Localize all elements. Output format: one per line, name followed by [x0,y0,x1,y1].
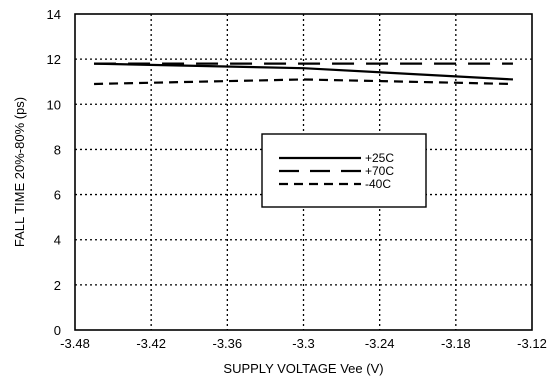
y-tick-label: 0 [54,323,61,338]
data-lines [94,62,514,86]
legend-label: +70C [365,164,394,178]
x-tick-label: -3.48 [60,336,90,351]
y-tick-label: 14 [47,7,61,22]
x-tick-label: -3.36 [213,336,243,351]
y-tick-label: 12 [47,52,61,67]
plot-frame [74,13,533,331]
x-tick-label: -3.3 [292,336,314,351]
x-tick-label: -3.12 [517,336,547,351]
x-tick-labels: -3.48 -3.42 -3.36 -3.3 -3.24 -3.18 -3.12 [60,336,547,351]
legend-label: +25C [365,151,394,165]
y-tick-label: 4 [54,233,61,248]
series-line-+25C [94,62,514,81]
x-tick-label: -3.18 [441,336,471,351]
x-tick-label: -3.24 [365,336,395,351]
x-axis-label: SUPPLY VOLTAGE Vee (V) [223,361,383,376]
legend: +25C+70C-40C [261,133,427,208]
x-tick-label: -3.42 [136,336,166,351]
series-line--40C [94,78,513,86]
y-tick-labels: 0 2 4 6 8 10 12 14 [47,7,61,338]
y-tick-label: 2 [54,278,61,293]
y-axis-label: FALL TIME 20%-80% (ps) [12,97,27,247]
legend-label: -40C [365,177,391,191]
grid [75,14,532,330]
y-tick-label: 8 [54,142,61,157]
y-tick-label: 10 [47,97,61,112]
y-tick-label: 6 [54,188,61,203]
